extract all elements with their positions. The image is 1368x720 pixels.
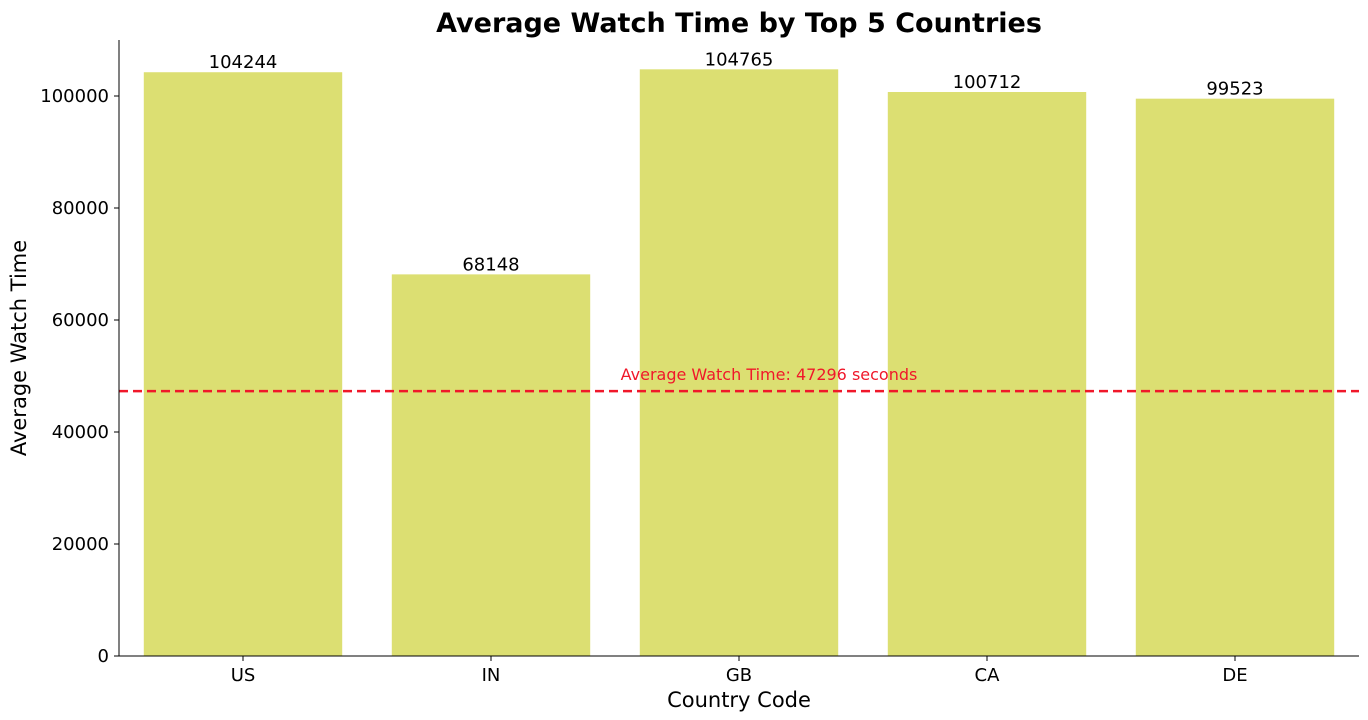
x-tick-label-de: DE [1222,665,1247,686]
x-tick-label-in: IN [482,665,501,686]
bars-layer [144,69,1334,656]
y-axis-label: Average Watch Time [7,240,31,456]
y-tick-label-20000: 20000 [52,534,109,555]
bar-in [392,274,590,656]
bar-de [1136,99,1334,656]
bar-us [144,72,342,656]
y-tick-label-40000: 40000 [52,422,109,443]
y-tick-label-100000: 100000 [40,86,109,107]
y-tick-label-60000: 60000 [52,310,109,331]
y-tick-label-80000: 80000 [52,198,109,219]
y-tick-label-0: 0 [98,646,109,667]
x-tick-label-gb: GB [726,665,752,686]
x-tick-label-us: US [231,665,256,686]
data-label-in: 68148 [462,254,519,275]
bar-gb [640,69,838,656]
x-tick-label-ca: CA [975,665,1001,686]
data-label-ca: 100712 [953,72,1022,93]
data-label-us: 104244 [209,52,278,73]
x-axis-label: Country Code [667,688,811,712]
data-label-gb: 104765 [705,49,774,70]
bar-ca [888,92,1086,656]
data-label-de: 99523 [1206,79,1263,100]
average-reference-label: Average Watch Time: 47296 seconds [621,365,918,384]
chart-title: Average Watch Time by Top 5 Countries [436,8,1042,39]
